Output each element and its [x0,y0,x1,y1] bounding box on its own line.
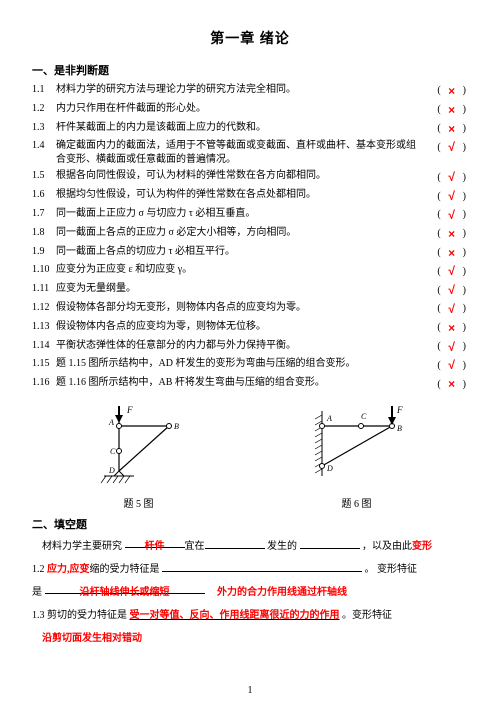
tf-mark-paren: (√) [420,301,468,318]
tf-row: 1.12假设物体各部分均无变形，则物体内各点的应变均为零。(√) [32,301,468,318]
fill-q3b: 沿剪切面发生相对错动 [32,629,468,648]
tf-text: 根据均匀性假设，可认为构件的弹性常数在各点处都相同。 [56,188,420,202]
tf-text: 根据各向同性假设，可认为材料的弹性常数在各方向都相同。 [56,169,420,183]
label-B: B [174,422,179,431]
tf-num: 1.14 [32,339,56,353]
tf-num: 1.10 [32,263,56,277]
tf-num: 1.16 [32,376,56,390]
tf-row: 1.15题 1.15 图所示结构中，AD 杆发生的变形为弯曲与压缩的组合变形。(… [32,357,468,374]
label-C: C [110,447,116,456]
tf-row: 1.8同一截面上各点的正应力 σ 必定大小相等，方向相同。(×) [32,226,468,243]
tf-text: 确定截面内力的截面法，适用于不管等截面或变截面、直杆或曲杆、基本变形或组合变形、… [56,139,420,167]
tf-row: 1.7同一截面上正应力 σ 与切应力 τ 必相互垂直。(√) [32,207,468,224]
label-C2: C [361,412,367,421]
fig5-caption: 题 5 图 [84,498,194,512]
tf-num: 1.3 [32,121,56,135]
tf-num: 1.8 [32,226,56,240]
tf-num: 1.13 [32,320,56,334]
label-D2: D [326,464,333,473]
section-1-heading: 一、是非判断题 [32,64,468,79]
tf-row: 1.4确定截面内力的截面法，适用于不管等截面或变截面、直杆或曲杆、基本变形或组合… [32,139,468,167]
label-F: F [126,405,133,415]
tf-num: 1.15 [32,357,56,371]
tf-text: 应变分为正应变 ε 和切应变 γ。 [56,263,420,277]
label-B2: B [397,424,402,433]
label-F2: F [396,405,403,415]
tf-mark-paren: (√) [420,263,468,280]
tf-text: 杆件某截面上的内力是该截面上应力的代数和。 [56,121,420,135]
tf-row: 1.13假设物体内各点的应变均为零，则物体无位移。(×) [32,320,468,337]
tf-num: 1.4 [32,139,56,153]
tf-text: 应变为无量纲量。 [56,282,420,296]
figure-6: F A C B D 题 6 图 [297,401,417,512]
tf-row: 1.1材料力学的研究方法与理论力学的研究方法完全相同。(×) [32,83,468,100]
tf-mark-paren: (×) [420,245,468,262]
tf-row: 1.14平衡状态弹性体的任意部分的内力都与外力保持平衡。(√) [32,339,468,356]
label-A2: A [326,414,332,423]
chapter-title: 第一章 绪论 [32,30,468,50]
label-D: D [108,466,115,475]
tf-row: 1.9同一截面上各点的切应力 τ 必相互平行。(×) [32,245,468,262]
tf-mark-paren: (×) [420,320,468,337]
tf-text: 同一截面上正应力 σ 与切应力 τ 必相互垂直。 [56,207,420,221]
tf-text: 同一截面上各点的正应力 σ 必定大小相等，方向相同。 [56,226,420,240]
section-2-heading: 二、填空题 [32,518,468,533]
tf-mark-paren: (√) [420,339,468,356]
fill-q2: 1.2 应力,应变缩的受力特征是 。 变形特征 [32,560,468,579]
fig6-caption: 题 6 图 [297,498,417,512]
tf-mark-paren: (√) [420,188,468,205]
tf-text: 平衡状态弹性体的任意部分的内力都与外力保持平衡。 [56,339,420,353]
tf-num: 1.5 [32,169,56,183]
tf-text: 假设物体内各点的应变均为零，则物体无位移。 [56,320,420,334]
tf-mark-paren: (×) [420,226,468,243]
tf-row: 1.5根据各向同性假设，可认为材料的弹性常数在各方向都相同。(√) [32,169,468,186]
tf-mark-paren: (×) [420,102,468,119]
tf-num: 1.12 [32,301,56,315]
tf-mark-paren: (×) [420,121,468,138]
page-number: 1 [0,684,500,698]
true-false-list: 1.1材料力学的研究方法与理论力学的研究方法完全相同。(×)1.2内力只作用在杆… [32,83,468,393]
tf-mark-paren: (√) [420,357,468,374]
fill-q2b: 是 沿杆轴线伸长或缩短 外力的合力作用线通过杆轴线 [32,583,468,602]
fill-q3: 1.3 剪切的受力特征是 受一对等值、反向、作用线距离很近的力的作用 。变形特征 [32,606,468,625]
label-A: A [108,418,114,427]
fill-q1: 材料力学主要研究 杆件宜在 发生的 ，以及由此变形 [32,537,468,556]
tf-mark-paren: (√) [420,169,468,186]
tf-mark-paren: (√) [420,207,468,224]
tf-num: 1.6 [32,188,56,202]
tf-mark-paren: (√) [420,282,468,299]
tf-row: 1.2内力只作用在杆件截面的形心处。(×) [32,102,468,119]
tf-row: 1.16题 1.16 图所示结构中，AB 杆将发生弯曲与压缩的组合变形。(×) [32,376,468,393]
tf-text: 内力只作用在杆件截面的形心处。 [56,102,420,116]
figure-5: F A B C D 题 5 图 [84,401,194,512]
tf-num: 1.1 [32,83,56,97]
tf-text: 题 1.15 图所示结构中，AD 杆发生的变形为弯曲与压缩的组合变形。 [56,357,420,371]
tf-text: 题 1.16 图所示结构中，AB 杆将发生弯曲与压缩的组合变形。 [56,376,420,390]
tf-num: 1.11 [32,282,56,296]
figure-row: F A B C D 题 5 图 [32,401,468,512]
tf-text: 同一截面上各点的切应力 τ 必相互平行。 [56,245,420,259]
tf-row: 1.11应变为无量纲量。(√) [32,282,468,299]
tf-num: 1.2 [32,102,56,116]
tf-mark-paren: (×) [420,376,468,393]
tf-text: 材料力学的研究方法与理论力学的研究方法完全相同。 [56,83,420,97]
tf-row: 1.3杆件某截面上的内力是该截面上应力的代数和。(×) [32,121,468,138]
tf-mark-paren: (√) [420,139,468,156]
tf-row: 1.10应变分为正应变 ε 和切应变 γ。(√) [32,263,468,280]
tf-mark-paren: (×) [420,83,468,100]
tf-text: 假设物体各部分均无变形，则物体内各点的应变均为零。 [56,301,420,315]
tf-num: 1.9 [32,245,56,259]
tf-num: 1.7 [32,207,56,221]
tf-row: 1.6根据均匀性假设，可认为构件的弹性常数在各点处都相同。(√) [32,188,468,205]
